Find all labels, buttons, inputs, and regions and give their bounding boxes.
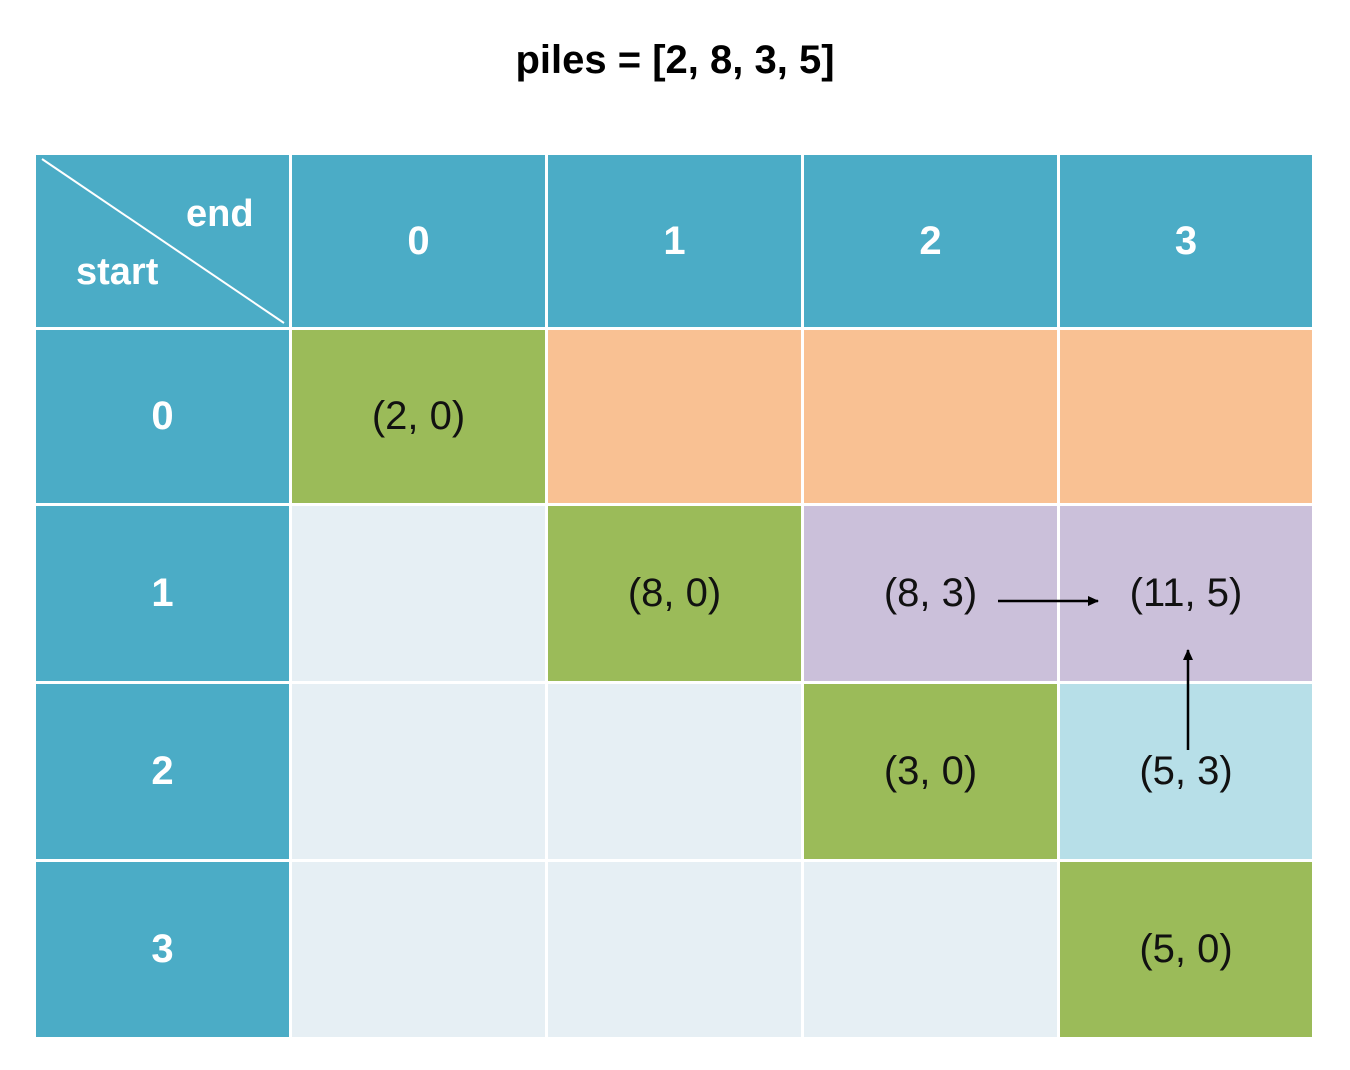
row-header: 3	[36, 862, 289, 1037]
table-cell	[292, 506, 545, 681]
row-axis-label: start	[76, 251, 159, 293]
table-cell	[292, 862, 545, 1037]
table-cell: (2, 0)	[292, 330, 545, 503]
row-header: 1	[36, 506, 289, 681]
table-cell	[804, 330, 1057, 503]
column-header: 3	[1060, 155, 1312, 327]
dp-table: end start 0 1 2 3 0 (2, 0) 1 (8, 0) (8, …	[36, 155, 1312, 1045]
column-header: 0	[292, 155, 545, 327]
table-cell: (8, 3)	[804, 506, 1057, 681]
table-cell: (5, 0)	[1060, 862, 1312, 1037]
column-axis-label: end	[186, 193, 254, 235]
table-cell	[292, 684, 545, 859]
table-cell	[548, 862, 801, 1037]
column-header: 1	[548, 155, 801, 327]
table-cell: (5, 3)	[1060, 684, 1312, 859]
table-cell: (8, 0)	[548, 506, 801, 681]
diagram-title: piles = [2, 8, 3, 5]	[515, 38, 835, 82]
table-cell: (11, 5)	[1060, 506, 1312, 681]
table-cell	[1060, 330, 1312, 503]
corner-diagonal-line	[41, 158, 285, 324]
table-cell: (3, 0)	[804, 684, 1057, 859]
row-header: 2	[36, 684, 289, 859]
corner-header: end start	[36, 155, 289, 327]
row-header: 0	[36, 330, 289, 503]
table-cell	[548, 684, 801, 859]
table-cell	[548, 330, 801, 503]
table-cell	[804, 862, 1057, 1037]
column-header: 2	[804, 155, 1057, 327]
